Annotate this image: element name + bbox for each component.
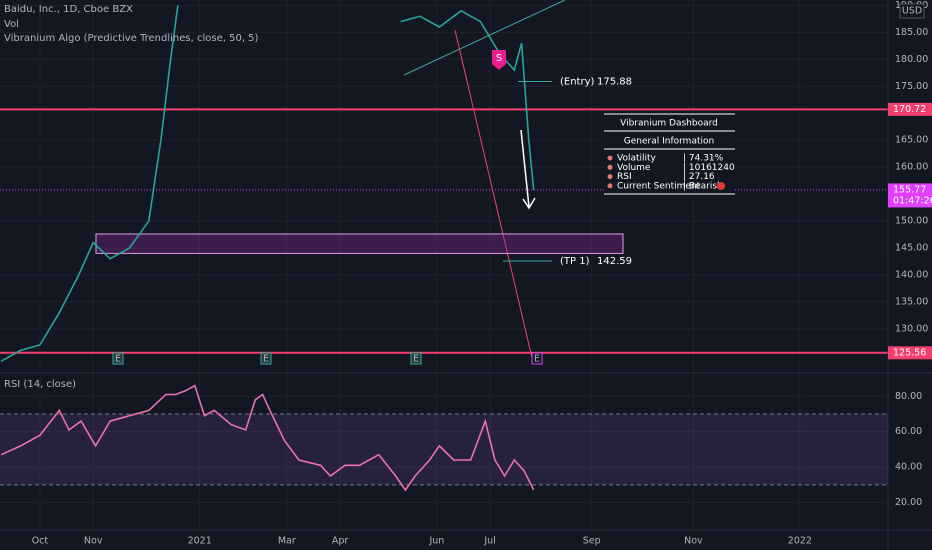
- currency-box: [899, 3, 925, 19]
- row-value: | 10161240: [683, 163, 735, 173]
- level-label: 170.72: [893, 104, 926, 115]
- level-label: 125.56: [893, 347, 926, 358]
- y-tick-label: 60.00: [895, 426, 922, 437]
- earnings-label: E: [413, 354, 419, 365]
- x-tick-label: Nov: [684, 536, 703, 547]
- earnings-label: E: [115, 354, 121, 365]
- zone: [95, 233, 624, 254]
- x-tick-label: Nov: [84, 536, 103, 547]
- target-value: 142.59: [597, 256, 632, 267]
- earnings-marker: [112, 352, 124, 365]
- entry-value: 175.88: [597, 77, 632, 88]
- y-tick-label: 80.00: [895, 391, 922, 402]
- y-tick-label: 180.00: [895, 54, 928, 65]
- level-tag: [888, 102, 932, 116]
- y-tick-label: 40.00: [895, 462, 922, 473]
- x-tick-label: Mar: [278, 536, 296, 547]
- dashboard: [604, 113, 735, 196]
- countdown: 01:47:26: [893, 195, 932, 206]
- trendline: [403, 0, 566, 76]
- row-label: Current Sentiment: [617, 181, 701, 191]
- y-tick-label: 140.00: [895, 269, 928, 280]
- sentiment-dot: [717, 182, 725, 190]
- earnings-marker: [410, 352, 422, 365]
- y-tick-label: 130.00: [895, 323, 928, 334]
- level-tag: [888, 346, 932, 360]
- x-tick-label: Jul: [483, 536, 495, 547]
- currency: USD: [902, 6, 922, 17]
- row-icon: [607, 183, 613, 189]
- x-tick-label: Oct: [32, 536, 49, 547]
- y-tick-label: 150.00: [895, 216, 928, 227]
- row-icon: [607, 155, 613, 161]
- level-label: 155.77: [893, 184, 926, 195]
- earnings-label: E: [534, 354, 540, 365]
- x-tick-label: 2022: [788, 536, 812, 547]
- rsi-title: RSI (14, close): [4, 379, 76, 390]
- y-tick-label: 20.00: [895, 497, 922, 508]
- series-line: [0, 5, 535, 362]
- earnings-marker: [260, 352, 272, 365]
- row-value: | Bearish: [683, 181, 723, 191]
- row-label: Volatility: [617, 154, 657, 164]
- level-tag: [888, 183, 932, 208]
- row-label: Volume: [617, 163, 651, 173]
- y-tick-label: 185.00: [895, 27, 928, 38]
- y-tick-label: 160.00: [895, 162, 928, 173]
- x-tick-label: Apr: [332, 536, 349, 547]
- earnings-label: E: [263, 354, 269, 365]
- target-label: (TP 1): [560, 256, 590, 267]
- sell-marker: [492, 50, 506, 70]
- y-tick-label: 175.00: [895, 81, 928, 92]
- series-line: [0, 384, 535, 492]
- dashboard-title: Vibranium Dashboard: [620, 119, 718, 129]
- symbol: Baidu, Inc., 1D, Cboe BZX: [4, 4, 133, 15]
- row-value: | 27.16: [683, 172, 715, 182]
- entry-label: (Entry): [560, 77, 595, 88]
- trendline: [454, 29, 534, 363]
- earnings-marker: [531, 352, 543, 365]
- dashboard-subtitle: General Information: [624, 137, 714, 147]
- y-tick-label: 165.00: [895, 135, 928, 146]
- volume-label: Vol: [4, 19, 19, 30]
- y-tick-label: 145.00: [895, 243, 928, 254]
- y-tick-label: 135.00: [895, 296, 928, 307]
- x-tick-label: Jun: [428, 536, 444, 547]
- x-tick-label: Sep: [583, 536, 601, 547]
- sell-label: S: [496, 53, 502, 64]
- indicator-label: Vibranium Algo (Predictive Trendlines, c…: [4, 33, 259, 44]
- row-icon: [607, 174, 613, 180]
- arrow: [520, 129, 536, 210]
- row-value: | 74.31%: [683, 154, 724, 164]
- row-label: RSI: [617, 172, 632, 182]
- row-icon: [607, 164, 613, 170]
- x-tick-label: 2021: [188, 536, 212, 547]
